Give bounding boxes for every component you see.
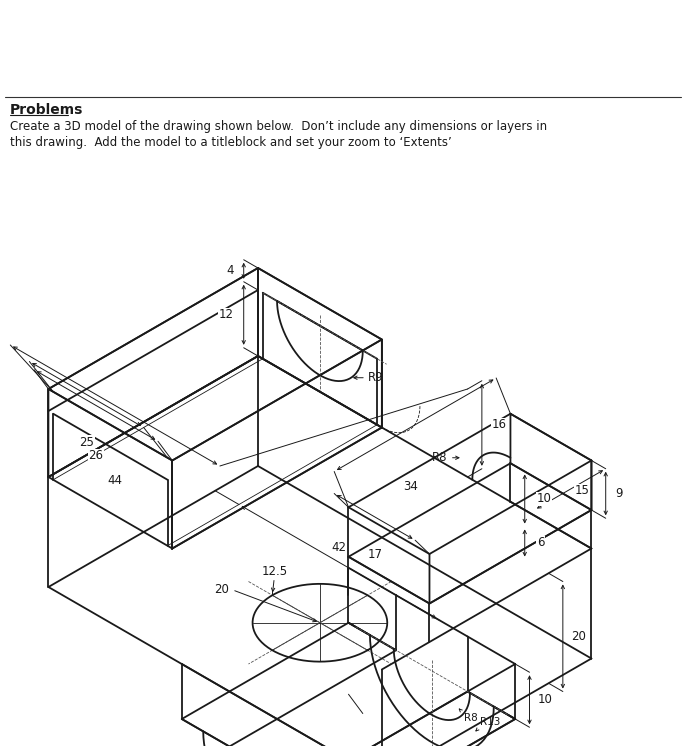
Text: 10: 10 [536,492,552,506]
Text: 9: 9 [616,487,623,500]
Text: Problems: Problems [10,103,84,117]
Text: 20: 20 [571,630,586,643]
Text: 44: 44 [108,474,123,487]
Text: 16: 16 [492,419,507,431]
Text: this drawing.  Add the model to a titleblock and set your zoom to ‘Extents’: this drawing. Add the model to a titlebl… [10,136,452,149]
Text: 12: 12 [219,308,234,322]
Text: 25: 25 [79,436,94,448]
Text: 4: 4 [226,264,234,278]
Text: R8: R8 [464,713,477,724]
Text: 20: 20 [214,583,229,596]
Text: R8: R8 [432,451,448,464]
Text: 34: 34 [403,480,418,492]
Text: 6: 6 [536,536,544,550]
Text: Create a 3D model of the drawing shown below.  Don’t include any dimensions or l: Create a 3D model of the drawing shown b… [10,120,547,133]
Text: R9: R9 [368,372,383,384]
Text: 12.5: 12.5 [261,565,287,577]
Text: 15: 15 [575,484,590,498]
Text: 17: 17 [367,548,382,561]
Text: 42: 42 [331,542,346,554]
Text: 26: 26 [88,449,104,463]
Text: R13: R13 [480,717,501,727]
Text: 10: 10 [538,693,552,706]
